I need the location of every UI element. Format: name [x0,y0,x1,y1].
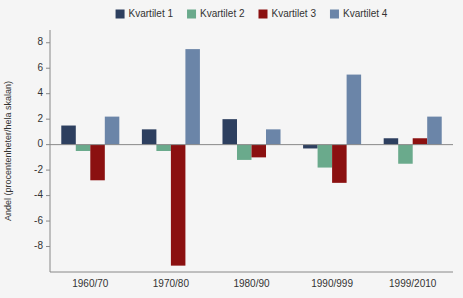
y-axis-label: Andel (procentenheter/hela skalan) [3,81,13,221]
x-tick-label: 1960/70 [72,278,109,289]
bar [105,117,120,145]
y-tick [46,246,50,247]
bar [266,129,281,144]
bar [332,145,347,183]
y-tick [46,170,50,171]
y-tick-label: 6 [37,62,43,73]
y-tick [46,68,50,69]
x-tick-label: 1980/90 [233,278,270,289]
legend-label: Kvartilet 2 [200,8,245,19]
y-tick [46,42,50,43]
y-tick-label: 0 [37,138,43,149]
bar [384,138,399,144]
chart: 8 6 4 2 0 -2 -4 -6 -8 1960/70 1970/80 1980/90 1990/9… [0,0,463,298]
y-tick-label: -4 [34,189,43,200]
y-tick [46,144,50,145]
y-tick-label: 2 [37,113,43,124]
bar [398,145,413,164]
bar [76,145,91,151]
bar [185,49,200,145]
bars [61,49,441,266]
y-tick-label: -2 [34,164,43,175]
y-tick [46,221,50,222]
chart-container: 8 6 4 2 0 -2 -4 -6 -8 1960/70 1970/80 1980/90 1990/9… [0,0,463,298]
legend: Kvartilet 1 Kvartilet 2 Kvartilet 3 Kvartil… [116,8,388,19]
x-tick-label: 1990/999 [311,278,353,289]
y-tick-label: 8 [37,36,43,47]
legend-swatch [187,10,196,19]
bar [171,145,186,266]
y-tick-label: 4 [37,87,43,98]
legend-swatch [330,10,339,19]
y-tick [46,93,50,94]
bar [222,119,237,144]
bar [318,145,333,168]
legend-swatch [259,10,268,19]
bar [90,145,105,181]
bar [237,145,252,160]
bar [252,145,267,158]
legend-label: Kvartilet 3 [272,8,317,19]
bar [413,138,428,144]
x-tick-label: 1999/2010 [389,278,437,289]
bar [303,145,318,149]
bar [61,126,76,145]
zero-line [50,144,453,145]
legend-label: Kvartilet 4 [343,8,388,19]
bar [142,129,157,144]
y-tick-label: -8 [34,240,43,251]
x-tick-label: 1970/80 [153,278,190,289]
y-tick [46,195,50,196]
bar [347,75,362,145]
legend-label: Kvartilet 1 [129,8,174,19]
y-tick [46,119,50,120]
bar [427,117,442,145]
legend-swatch [116,10,125,19]
x-axis-line [50,272,453,273]
bar [156,145,171,151]
y-axis-line [50,30,51,272]
y-tick-label: -6 [34,215,43,226]
